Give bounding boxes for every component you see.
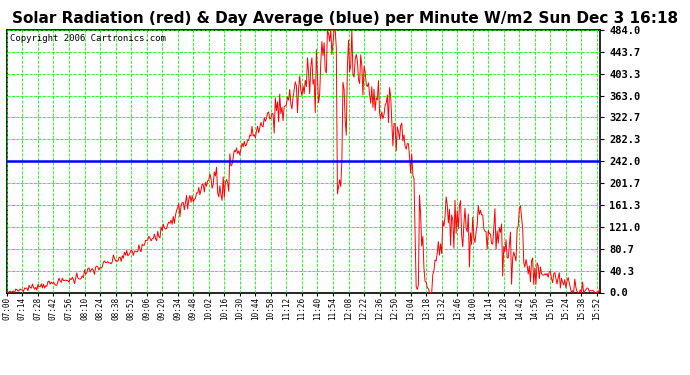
Text: Copyright 2006 Cartronics.com: Copyright 2006 Cartronics.com bbox=[10, 34, 166, 43]
Text: Solar Radiation (red) & Day Average (blue) per Minute W/m2 Sun Dec 3 16:18: Solar Radiation (red) & Day Average (blu… bbox=[12, 11, 678, 26]
